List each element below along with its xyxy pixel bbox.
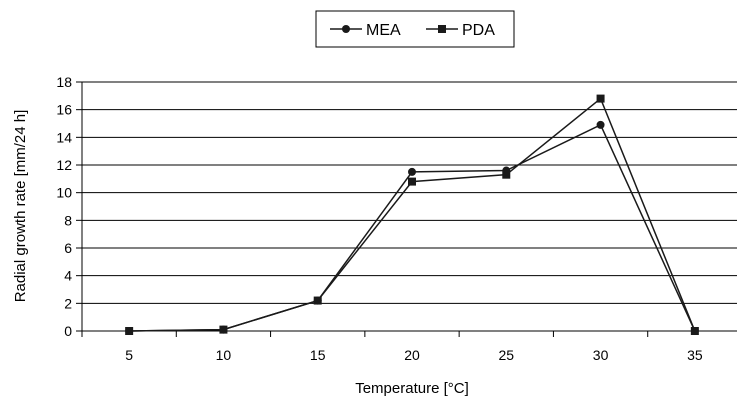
legend-item-mea: MEA [330,22,401,39]
data-point-pda [502,170,511,179]
data-point-pda [125,327,134,335]
x-axis-title: Temperature [°C] [355,380,469,397]
y-tick-label: 14 [56,129,72,145]
x-tick-label: 10 [216,347,232,363]
x-tick-label: 5 [125,347,133,363]
legend-item-pda: PDA [426,22,495,39]
legend-label: PDA [462,22,495,39]
y-tick-label: 10 [56,185,72,201]
x-tick-labels: 5 10 15 20 25 30 35 [81,331,703,363]
y-tick-labels: 0 2 4 6 8 10 12 14 16 18 [56,74,82,339]
data-point-mea [408,167,416,176]
x-tick-label: 25 [498,347,514,363]
axes [81,82,737,332]
y-tick-label: 16 [56,102,72,118]
x-tick-label: 20 [404,347,420,363]
y-tick-label: 12 [56,157,72,173]
x-tick-label: 30 [593,347,609,363]
x-tick-label: 35 [687,347,703,363]
data-point-mea [596,120,605,129]
data-point-pda [219,325,228,334]
y-axis-title: Radial growth rate [mm/24 h] [12,110,29,303]
legend-label: MEA [366,22,401,39]
y-tick-label: 2 [64,295,72,311]
y-tick-label: 6 [64,240,72,256]
series-pda [125,94,699,335]
legend-marker [438,25,446,33]
series-group [125,94,699,335]
data-point-pda [596,94,605,103]
data-point-pda [313,296,322,305]
y-tick-label: 8 [64,212,72,228]
legend: MEA PDA [330,22,495,39]
series-line-pda [129,97,696,332]
data-point-pda [690,327,699,335]
legend-marker [342,25,350,33]
y-tick-label: 0 [64,323,72,339]
y-tick-label: 4 [64,268,72,284]
data-point-pda [408,177,416,186]
y-tick-label: 18 [56,74,72,90]
x-tick-label: 15 [310,347,326,363]
series-line-mea [129,123,696,332]
